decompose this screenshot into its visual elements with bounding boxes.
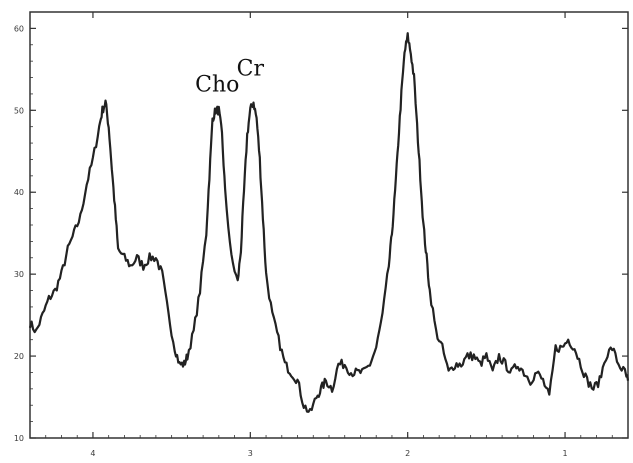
peak-label-cho: Cho (195, 73, 239, 98)
peak-annotations: ChoCrNAA (195, 56, 265, 98)
y-tick-label-4: 50 (14, 106, 24, 115)
y-tick-label-1: 20 (14, 352, 24, 361)
peak-label-cr: Cr (237, 56, 265, 81)
spectrum-line (28, 32, 630, 413)
x-tick-label-3: 1 (563, 449, 568, 458)
x-tick-label-2: 2 (405, 449, 410, 458)
plot-frame (29, 11, 629, 439)
axis-ticks: 4 3 2 1 10 20 30 40 50 60 (14, 11, 629, 458)
y-tick-label-0: 10 (14, 434, 24, 443)
y-tick-label-3: 40 (14, 188, 24, 197)
y-tick-label-5: 60 (14, 24, 24, 33)
x-tick-label-0: 4 (90, 449, 95, 458)
y-tick-label-2: 30 (14, 270, 24, 279)
x-tick-label-1: 3 (248, 449, 253, 458)
